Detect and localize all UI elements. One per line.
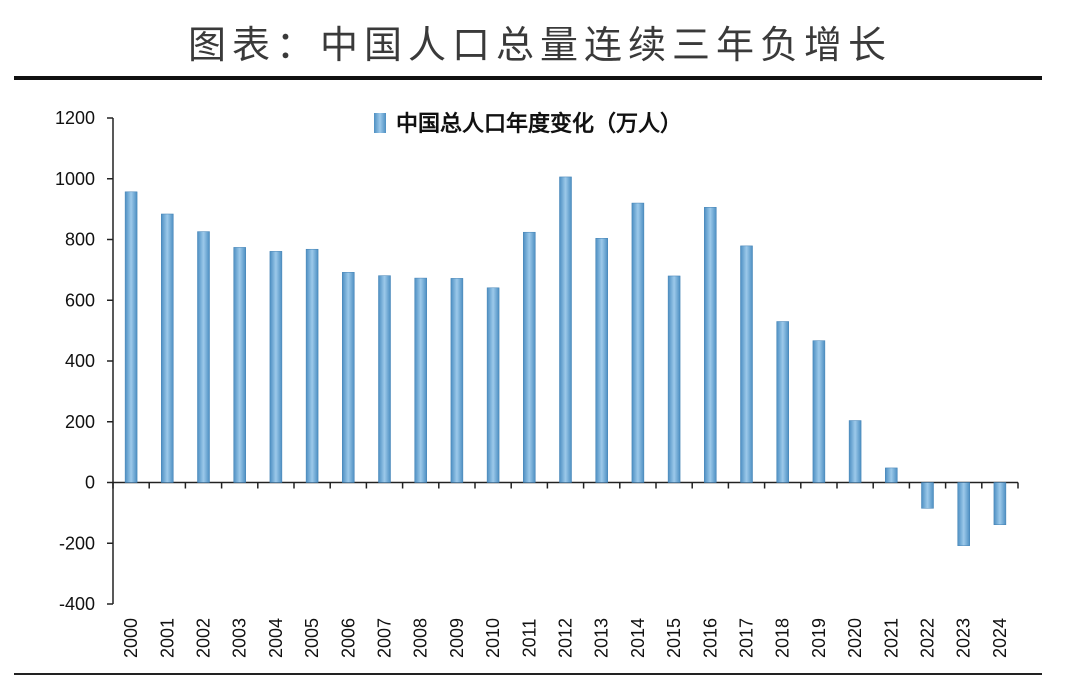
x-tick-label: 2008 xyxy=(411,618,431,658)
y-tick-label: -200 xyxy=(59,533,95,553)
bar-2022 xyxy=(921,482,934,509)
bar-2024 xyxy=(993,482,1007,525)
x-tick-label: 2011 xyxy=(519,619,539,658)
x-tick-label: 2020 xyxy=(845,618,865,658)
x-tick-label: 2014 xyxy=(628,618,648,658)
bar-2015 xyxy=(667,275,681,483)
x-tick-label: 2010 xyxy=(483,618,503,658)
bar-2003 xyxy=(233,247,246,483)
x-tick-label: 2021 xyxy=(881,618,901,658)
bar-2005 xyxy=(305,248,319,483)
bar-2002 xyxy=(197,231,210,483)
bar-2001 xyxy=(161,213,174,483)
x-axis: 2000 2001 2002 2003 2004 2005 2006 2007 2008 2009… xyxy=(112,481,1019,658)
y-tick-label: 200 xyxy=(65,412,95,432)
y-tick-label: -400 xyxy=(59,594,95,614)
y-tick-label: 1000 xyxy=(55,169,95,189)
y-tick-label: 800 xyxy=(65,230,95,250)
x-tick-label: 2013 xyxy=(592,618,612,658)
x-tick-label: 2018 xyxy=(773,618,793,658)
bar-2018 xyxy=(776,321,789,483)
x-tick-label: 2016 xyxy=(700,618,720,658)
x-tick-label: 2002 xyxy=(194,618,214,658)
bar-2010 xyxy=(486,287,500,483)
legend-swatch xyxy=(374,113,386,133)
bar-2020 xyxy=(848,420,862,483)
bar-series xyxy=(124,176,1007,546)
bar-2009 xyxy=(450,278,464,483)
x-tick-label: 2005 xyxy=(302,618,322,658)
bar-2021 xyxy=(885,467,898,483)
bar-2019 xyxy=(812,340,826,483)
bar-2004 xyxy=(269,251,283,483)
bar-2000 xyxy=(124,191,138,483)
x-tick-label: 2015 xyxy=(664,618,684,658)
y-tick-label: 600 xyxy=(65,290,95,310)
x-tick-label: 2004 xyxy=(266,618,286,658)
x-tick-label: 2001 xyxy=(157,618,177,658)
bar-2017 xyxy=(740,245,753,483)
bar-2016 xyxy=(704,207,717,483)
x-tick-label: 2009 xyxy=(447,618,467,658)
bar-2013 xyxy=(595,238,608,483)
bar-2012 xyxy=(559,176,572,483)
y-tick-label: 400 xyxy=(65,351,95,371)
legend-label: 中国总人口年度变化（万人） xyxy=(396,111,682,137)
x-tick-label: 2007 xyxy=(375,618,395,658)
x-tick-label: 2023 xyxy=(954,618,974,658)
x-tick-label: 2019 xyxy=(809,618,829,658)
y-tick-label: 1200 xyxy=(55,108,95,128)
title-divider xyxy=(14,76,1042,80)
y-tick-label: 0 xyxy=(85,473,95,493)
y-axis: -400 -200 0 200 400 600 800 1000 1200 xyxy=(55,108,114,614)
bar-2014 xyxy=(631,202,645,483)
x-tick-label: 2000 xyxy=(121,618,141,658)
x-tick-label: 2006 xyxy=(338,618,358,658)
bar-2008 xyxy=(414,277,427,483)
bar-2023 xyxy=(957,482,970,546)
x-tick-label: 2022 xyxy=(918,618,938,658)
bottom-divider xyxy=(14,673,1042,675)
page-title: 图表：中国人口总量连续三年负增长 xyxy=(187,23,892,67)
x-tick-label: 2017 xyxy=(737,618,757,658)
x-tick-label: 2012 xyxy=(556,618,576,658)
bar-2006 xyxy=(342,272,355,483)
bar-2011 xyxy=(523,231,536,483)
bar-2007 xyxy=(378,275,391,483)
x-tick-label: 2003 xyxy=(230,618,250,658)
legend: 中国总人口年度变化（万人） xyxy=(374,111,682,137)
x-tick-label: 2024 xyxy=(990,618,1010,658)
